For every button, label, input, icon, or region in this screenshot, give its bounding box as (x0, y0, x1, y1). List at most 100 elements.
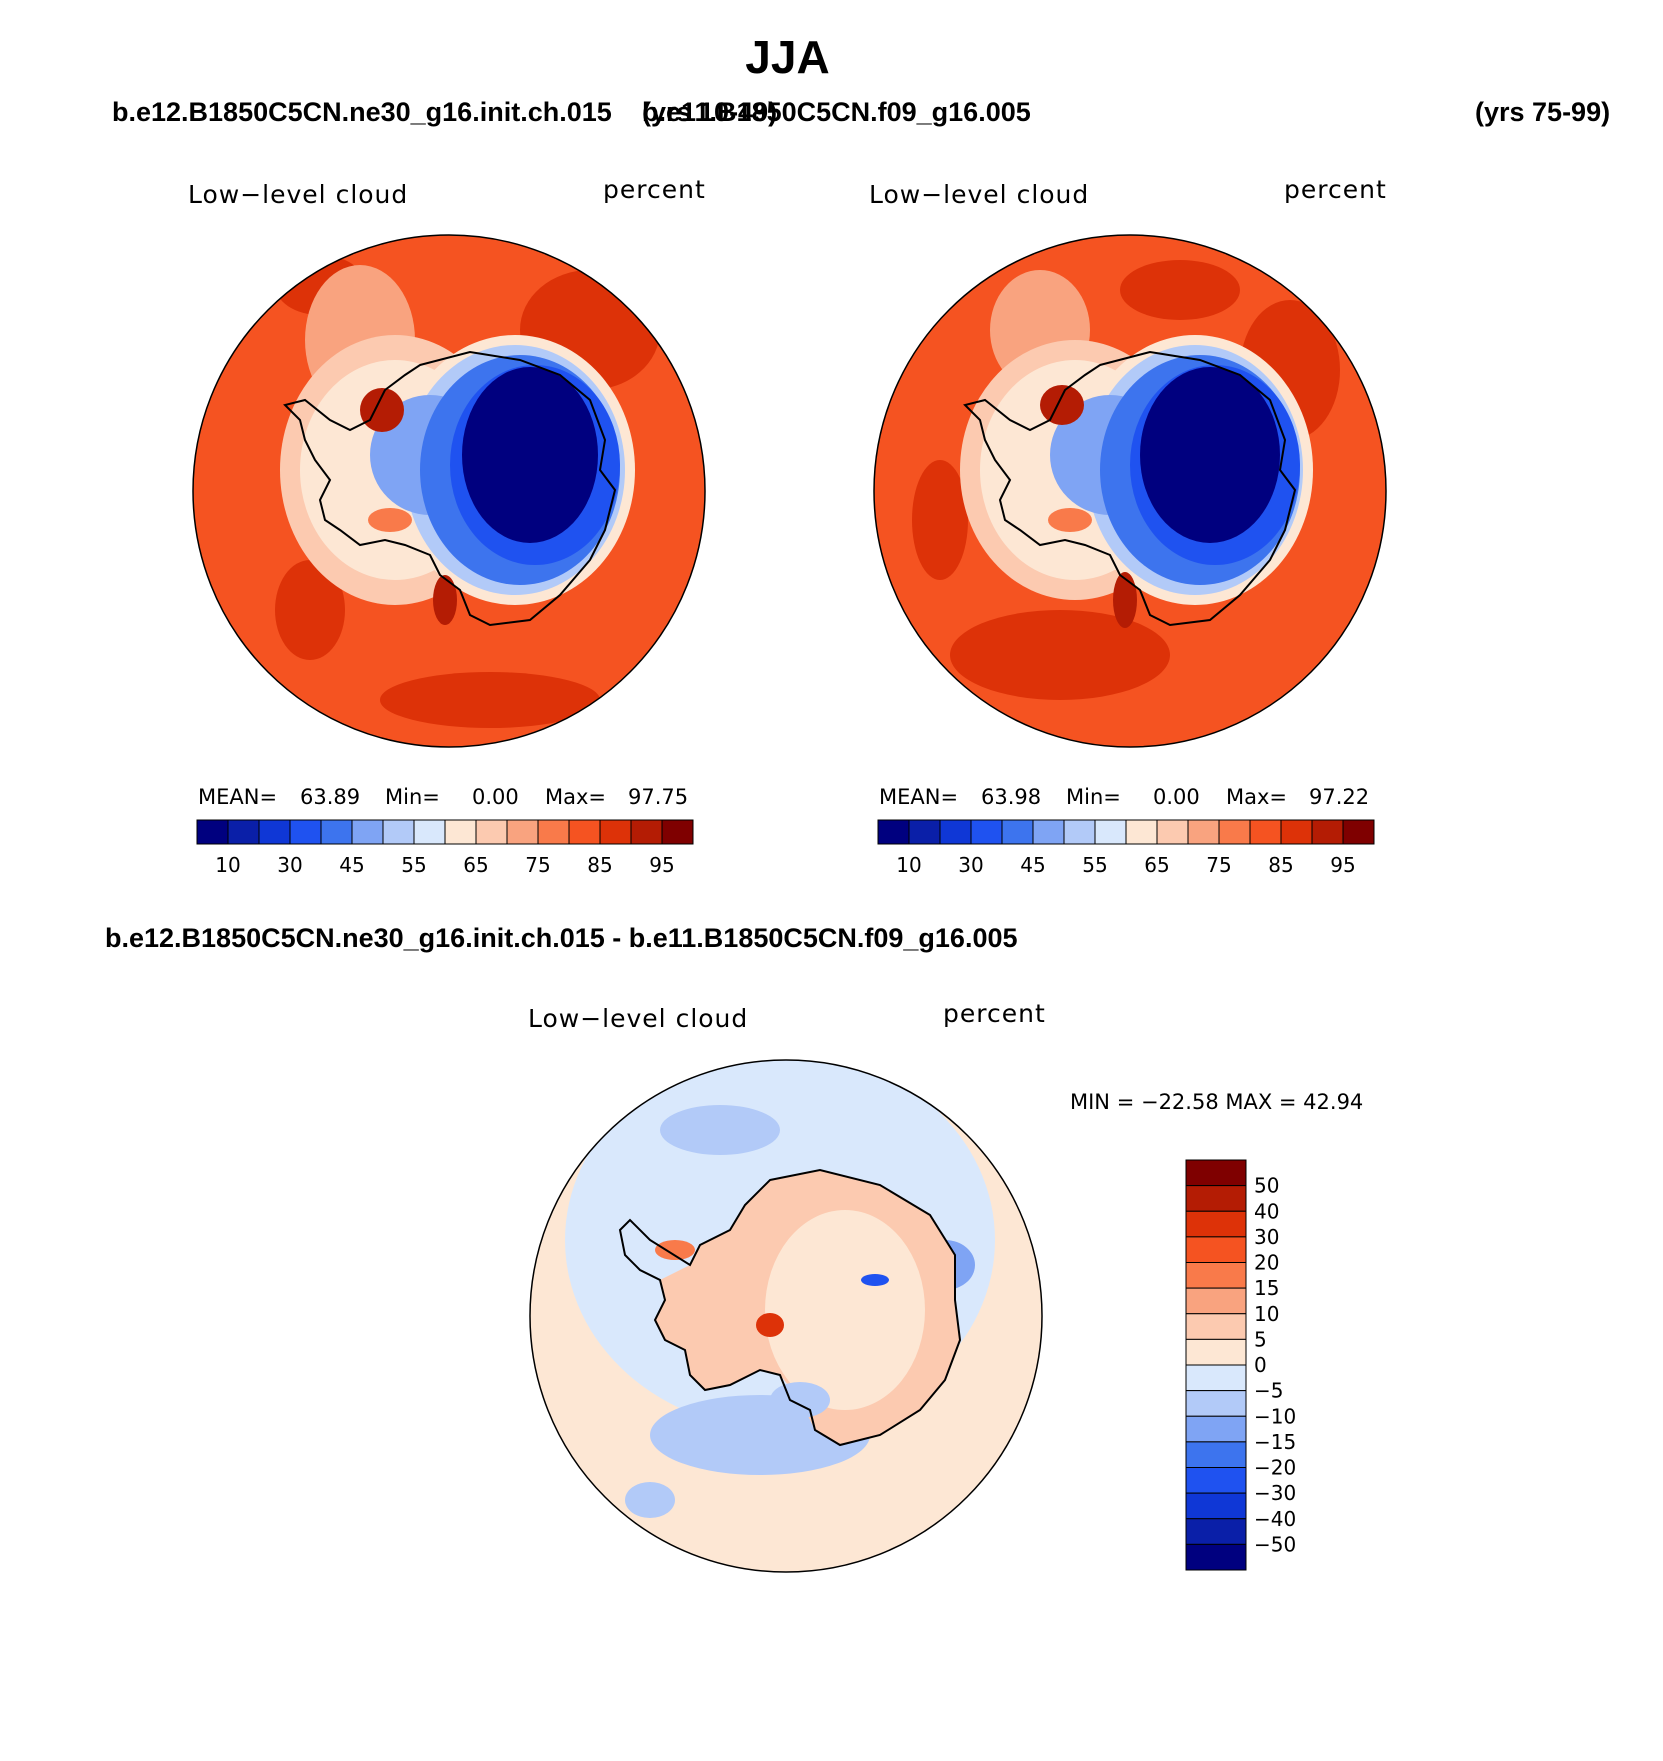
colorbar-swatch (1280, 819, 1313, 845)
colorbar-tick-label: 30 (277, 853, 302, 877)
diff-variable-label: Low−level cloud (528, 1004, 749, 1033)
colorbar-swatch (1185, 1313, 1247, 1340)
panel1-max-label: Max= (545, 785, 607, 809)
colorbar-tick-label: 5 (1254, 1327, 1267, 1351)
colorbar-swatch (382, 819, 415, 845)
colorbar-swatch (444, 819, 477, 845)
panel2-min-value: 0.00 (1153, 785, 1200, 809)
colorbar-swatch (1185, 1210, 1247, 1238)
panel1-min-label: Min= (385, 785, 440, 809)
colorbar-swatch (1185, 1441, 1247, 1468)
colorbar-swatch (970, 819, 1003, 845)
colorbar-tick-label: 30 (958, 853, 983, 877)
colorbar-swatch (289, 819, 322, 845)
colorbar-tick-label: 55 (401, 853, 426, 877)
colorbar-swatch (568, 819, 601, 845)
years-label-left: (yrs 10-49) (642, 97, 778, 127)
colorbar-swatch (1032, 819, 1065, 845)
colorbar-panel2: 10 30 45 55 65 75 85 95 (877, 819, 1375, 877)
colorbar-tick-label: 95 (1330, 853, 1355, 877)
colorbar-swatch (1185, 1185, 1247, 1212)
panel2-variable-label: Low−level cloud (869, 180, 1090, 209)
panel2-max-value: 97.22 (1309, 785, 1370, 809)
colorbar-swatch (1185, 1159, 1247, 1187)
colorbar-swatch (1249, 819, 1282, 845)
case-name-left: b.e12.B1850C5CN.ne30_g16.init.ch.015 (112, 97, 612, 127)
colorbar-swatch (1218, 819, 1251, 845)
colorbar-tick-label: −15 (1254, 1430, 1296, 1454)
colorbar-swatch (1185, 1390, 1247, 1417)
colorbar-tick-label: 75 (525, 853, 550, 877)
colorbar-tick-label: 50 (1254, 1174, 1279, 1198)
colorbar-tick-label: −20 (1254, 1456, 1296, 1480)
colorbar-tick-label: 10 (896, 853, 921, 877)
panel2-min-label: Min= (1066, 785, 1121, 809)
colorbar-swatch (1185, 1364, 1247, 1392)
colorbar-swatch (1185, 1262, 1247, 1289)
colorbar-tick-label: 45 (339, 853, 364, 877)
colorbar-swatch (877, 819, 910, 845)
colorbar-swatch (939, 819, 972, 845)
panel1-max-value: 97.75 (628, 785, 689, 809)
figure-title: JJA (745, 31, 830, 83)
colorbar-tick-label: 85 (587, 853, 612, 877)
colorbar-tick-label: 75 (1206, 853, 1231, 877)
panel1-variable-label: Low−level cloud (188, 180, 409, 209)
colorbar-swatch (661, 819, 694, 845)
colorbar-tick-label: 10 (1254, 1302, 1279, 1326)
colorbar-swatch (908, 819, 941, 845)
colorbar-tick-label: 85 (1268, 853, 1293, 877)
colorbar-swatch (1185, 1338, 1247, 1366)
panel2-mean-label: MEAN= (879, 785, 959, 809)
colorbar-tick-label: 30 (1254, 1225, 1279, 1249)
colorbar-swatch (630, 819, 663, 845)
colorbar-swatch (320, 819, 353, 845)
colorbar-swatch (1185, 1518, 1247, 1545)
colorbar-swatch (1342, 819, 1375, 845)
colorbar-swatch (1185, 1543, 1247, 1571)
case-name-right: b.e11.B1850C5CN.f09_g16.005 (642, 97, 1031, 127)
panel2-max-label: Max= (1226, 785, 1288, 809)
colorbar-swatch (1001, 819, 1034, 845)
colorbar-swatch (1185, 1287, 1247, 1315)
colorbar-swatch (1094, 819, 1127, 845)
diff-min-max: MIN = −22.58 MAX = 42.94 (1070, 1090, 1364, 1114)
colorbar-swatch (599, 819, 632, 845)
panel1-mean-value: 63.89 (300, 785, 361, 809)
colorbar-swatch (196, 819, 229, 845)
colorbar-tick-label: −5 (1254, 1379, 1283, 1403)
colorbar-tick-label: 15 (1254, 1276, 1279, 1300)
colorbar-swatch (1187, 819, 1220, 845)
colorbar-tick-label: 10 (215, 853, 240, 877)
colorbar-swatch (1156, 819, 1189, 845)
colorbar-swatch (475, 819, 508, 845)
colorbar-tick-label: 55 (1082, 853, 1107, 877)
panel1-min-value: 0.00 (472, 785, 519, 809)
colorbar-tick-label: −50 (1254, 1532, 1296, 1556)
colorbar-swatch (1185, 1415, 1247, 1443)
colorbar-swatch (506, 819, 539, 845)
difference-title: b.e12.B1850C5CN.ne30_g16.init.ch.015 - b… (105, 923, 1018, 953)
colorbar-swatch (413, 819, 446, 845)
colorbar-tick-label: 65 (463, 853, 488, 877)
colorbar-swatch (1185, 1467, 1247, 1494)
colorbar-swatch (351, 819, 384, 845)
colorbar-tick-label: 40 (1254, 1199, 1279, 1223)
colorbar-swatch (227, 819, 260, 845)
colorbar-tick-label: −10 (1254, 1404, 1296, 1428)
colorbar-tick-label: 65 (1144, 853, 1169, 877)
colorbar-swatch (258, 819, 291, 845)
colorbar-swatch (1125, 819, 1158, 845)
panel2-units-label: percent (1284, 175, 1387, 204)
diff-units-label: percent (943, 999, 1046, 1028)
colorbar-tick-label: 20 (1254, 1251, 1279, 1275)
colorbar-swatch (1185, 1492, 1247, 1520)
panel1-mean-label: MEAN= (198, 785, 278, 809)
panel2-mean-value: 63.98 (981, 785, 1042, 809)
panel1-units-label: percent (603, 175, 706, 204)
colorbar-tick-label: −30 (1254, 1481, 1296, 1505)
